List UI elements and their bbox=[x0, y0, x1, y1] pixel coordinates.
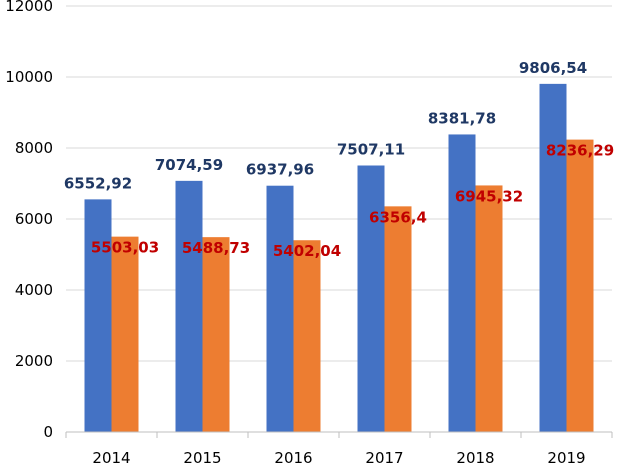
data-label-series-2: 5402,04 bbox=[273, 242, 341, 260]
gridlines bbox=[66, 5, 612, 433]
y-tick-label: 4000 bbox=[15, 281, 53, 299]
axes: 0 2000 4000 6000 8000 10000 12000 2014 2015 2016 2… bbox=[5, 0, 613, 465]
data-label-series-2: 6356,4 bbox=[369, 208, 427, 226]
y-tick-label: 6000 bbox=[15, 210, 53, 228]
bar-series-1 bbox=[84, 199, 112, 432]
y-tick-label: 0 bbox=[43, 423, 53, 441]
bar-series-2 bbox=[384, 206, 412, 432]
data-label-series-2: 8236,29 bbox=[546, 142, 614, 160]
bar-series-2 bbox=[202, 237, 230, 432]
bar-series-2 bbox=[475, 185, 503, 432]
bar-series-1 bbox=[448, 134, 476, 432]
bar-series-1 bbox=[175, 180, 203, 432]
data-label-series-1: 7507,11 bbox=[337, 140, 405, 158]
data-label-series-1: 7074,59 bbox=[155, 156, 223, 174]
x-tick-label: 2019 bbox=[547, 449, 585, 465]
x-tick-label: 2016 bbox=[274, 449, 312, 465]
data-label-series-2: 5488,73 bbox=[182, 239, 250, 257]
y-tick-label: 2000 bbox=[15, 352, 53, 370]
bar-series-2 bbox=[566, 139, 594, 433]
x-tick-label: 2017 bbox=[365, 449, 403, 465]
data-label-series-1: 9806,54 bbox=[519, 59, 587, 77]
bar-series-1 bbox=[539, 83, 567, 432]
bar-series-1 bbox=[266, 185, 294, 432]
data-label-series-2: 6945,32 bbox=[455, 187, 523, 205]
y-tick-label: 8000 bbox=[15, 139, 53, 157]
x-tick-label: 2018 bbox=[456, 449, 494, 465]
x-tick-label: 2014 bbox=[92, 449, 130, 465]
data-label-series-1: 6552,92 bbox=[64, 174, 132, 192]
data-label-series-1: 8381,78 bbox=[428, 109, 496, 127]
y-tick-label: 12000 bbox=[5, 0, 53, 15]
x-tick-label: 2015 bbox=[183, 449, 221, 465]
y-tick-label: 10000 bbox=[5, 68, 53, 86]
data-labels: 6552,92 5503,03 7074,59 5488,73 6937,96 5402,… bbox=[64, 59, 614, 260]
bar-series-2 bbox=[293, 240, 321, 432]
data-label-series-1: 6937,96 bbox=[246, 161, 314, 179]
bars bbox=[84, 83, 594, 433]
data-label-series-2: 5503,03 bbox=[91, 239, 159, 257]
bar-series-2 bbox=[111, 236, 139, 432]
bar-series-1 bbox=[357, 165, 385, 432]
